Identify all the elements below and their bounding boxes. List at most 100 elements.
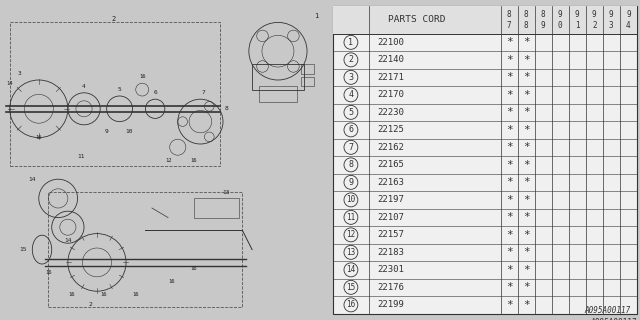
- Text: *: *: [523, 195, 529, 205]
- Text: 0: 0: [558, 21, 563, 30]
- Text: *: *: [506, 142, 513, 152]
- Text: 13: 13: [346, 248, 356, 257]
- Text: *: *: [523, 177, 529, 187]
- Text: 22170: 22170: [377, 90, 404, 99]
- Text: *: *: [523, 107, 529, 117]
- Text: *: *: [523, 160, 529, 170]
- Text: 15: 15: [346, 283, 356, 292]
- Bar: [194, 198, 239, 218]
- Text: 22125: 22125: [377, 125, 404, 134]
- Text: 22157: 22157: [377, 230, 404, 239]
- Text: *: *: [523, 125, 529, 135]
- Text: 13: 13: [223, 189, 230, 195]
- Text: 9: 9: [348, 178, 353, 187]
- Text: 12: 12: [346, 230, 356, 239]
- Text: 6: 6: [348, 125, 353, 134]
- Text: *: *: [523, 300, 529, 310]
- Text: 22197: 22197: [377, 195, 404, 204]
- Bar: [301, 64, 314, 74]
- Text: *: *: [506, 230, 513, 240]
- Text: 22100: 22100: [377, 38, 404, 47]
- Text: 15: 15: [19, 247, 26, 252]
- Text: 16: 16: [100, 292, 107, 297]
- Text: *: *: [506, 90, 513, 100]
- Text: *: *: [523, 55, 529, 65]
- Text: *: *: [506, 160, 513, 170]
- Text: 16: 16: [346, 300, 356, 309]
- Text: 16: 16: [168, 279, 175, 284]
- Text: *: *: [506, 72, 513, 82]
- Text: *: *: [523, 265, 529, 275]
- Text: 3: 3: [348, 73, 353, 82]
- Text: 9: 9: [592, 10, 596, 19]
- Text: 22176: 22176: [377, 283, 404, 292]
- Text: 6: 6: [153, 90, 157, 95]
- Text: *: *: [523, 90, 529, 100]
- Bar: [49, 192, 243, 307]
- Text: 14: 14: [346, 265, 356, 274]
- Text: 8: 8: [524, 10, 529, 19]
- Text: *: *: [523, 37, 529, 47]
- Bar: [301, 77, 314, 86]
- Text: 1: 1: [348, 38, 353, 47]
- Text: *: *: [506, 55, 513, 65]
- Text: 16: 16: [139, 74, 145, 79]
- Text: 16: 16: [191, 266, 197, 271]
- Text: 14: 14: [6, 81, 13, 86]
- Text: 22183: 22183: [377, 248, 404, 257]
- Text: 8: 8: [348, 160, 353, 169]
- Text: 4: 4: [626, 21, 630, 30]
- Text: 3: 3: [17, 71, 21, 76]
- Text: 1: 1: [315, 13, 319, 19]
- Bar: [333, 6, 637, 34]
- Text: 2: 2: [111, 16, 115, 22]
- Text: 9: 9: [541, 21, 545, 30]
- Text: 11: 11: [346, 213, 356, 222]
- Text: 4: 4: [82, 84, 86, 89]
- Text: A095A00117: A095A00117: [584, 306, 630, 315]
- Text: *: *: [523, 230, 529, 240]
- Text: PARTS CORD: PARTS CORD: [388, 15, 445, 25]
- Text: *: *: [523, 142, 529, 152]
- Text: 2: 2: [348, 55, 353, 64]
- Text: 9: 9: [575, 10, 580, 19]
- Bar: [10, 22, 220, 166]
- Text: 16: 16: [191, 157, 197, 163]
- Text: 16: 16: [68, 292, 74, 297]
- Text: 16: 16: [132, 292, 139, 297]
- Text: 12: 12: [165, 157, 172, 163]
- Text: 22162: 22162: [377, 143, 404, 152]
- Text: 22199: 22199: [377, 300, 404, 309]
- Text: 5: 5: [118, 87, 122, 92]
- Text: 16: 16: [36, 135, 42, 140]
- Text: 8: 8: [541, 10, 545, 19]
- Text: 22230: 22230: [377, 108, 404, 117]
- Bar: [259, 86, 298, 102]
- Text: 4: 4: [348, 90, 353, 99]
- Text: 22140: 22140: [377, 55, 404, 64]
- Text: *: *: [523, 282, 529, 292]
- Text: *: *: [506, 177, 513, 187]
- Text: 5: 5: [348, 108, 353, 117]
- Text: 1: 1: [575, 21, 580, 30]
- Text: 22171: 22171: [377, 73, 404, 82]
- Text: 22107: 22107: [377, 213, 404, 222]
- Text: 7: 7: [348, 143, 353, 152]
- Text: 3: 3: [609, 21, 614, 30]
- Text: 22301: 22301: [377, 265, 404, 274]
- Text: *: *: [506, 125, 513, 135]
- Text: 14: 14: [64, 237, 72, 243]
- Text: *: *: [506, 212, 513, 222]
- Text: 9: 9: [558, 10, 563, 19]
- Text: *: *: [506, 107, 513, 117]
- Text: 10: 10: [346, 195, 356, 204]
- Text: 22163: 22163: [377, 178, 404, 187]
- Text: 7: 7: [507, 21, 511, 30]
- Text: *: *: [523, 72, 529, 82]
- Text: *: *: [506, 247, 513, 257]
- Text: *: *: [506, 195, 513, 205]
- Text: *: *: [523, 212, 529, 222]
- Text: *: *: [506, 265, 513, 275]
- Text: 7: 7: [202, 90, 205, 95]
- Text: *: *: [506, 282, 513, 292]
